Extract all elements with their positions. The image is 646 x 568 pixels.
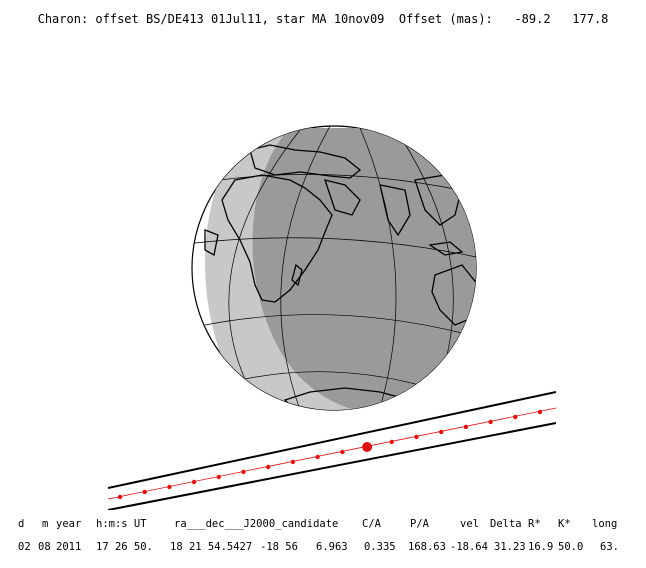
value-year: 2011 [56,541,82,553]
title-offset-label: Offset (mas): [398,12,493,26]
globe-shading [192,126,476,410]
header-year: year [56,518,82,530]
shadow-path [107,391,557,510]
path-dot [117,494,123,500]
table-row: 02 08 2011 17 26 50. 18 21 54.5427 -18 5… [0,541,646,557]
value-delta: 31.23 [494,541,526,553]
header-radec: ra___dec___J2000_candidate [174,518,339,530]
header-long: long [592,518,618,530]
header-r: R* [528,518,541,530]
night-region [252,128,476,410]
path-dot [414,434,419,440]
path-dots [117,409,543,500]
value-vel: -18.64 [450,541,488,553]
value-time: 17 26 50. [96,541,153,553]
value-ra: 18 21 54.5427 [170,541,253,553]
path-dot [463,424,469,430]
occultation-map [107,125,557,510]
coastlines [204,144,476,410]
path-centerline [107,407,557,500]
path-dot [488,419,493,425]
closest-approach-dot [362,442,373,452]
header-d: d [18,518,25,530]
path-dot [216,474,221,480]
value-long: 63. [600,541,619,553]
title-offset-x: -89.2 [514,12,551,26]
path-dot [266,464,271,470]
value-m: 08 [38,541,51,553]
path-dot [290,459,296,465]
plot-title: Charon: offset BS/DE413 01Jul11, star MA… [0,12,646,26]
header-m: m [42,518,49,530]
path-south-limit [107,422,557,510]
path-dot [537,409,543,415]
path-dot [439,429,444,435]
title-offset-y: 177.8 [572,12,609,26]
header-pa: P/A [410,518,429,530]
path-dot [167,484,172,490]
value-ca: 0.335 [364,541,396,553]
path-north-limit [107,391,557,489]
path-dot [513,414,518,420]
table-header: d m year h:m:s UT ra___dec___J2000_candi… [0,518,646,534]
header-vel: vel [460,518,479,530]
header-k: K* [558,518,571,530]
value-k: 50.0 [558,541,584,553]
graticule [192,126,476,410]
title-object: Charon: offset BS/DE413 01Jul11, star MA… [37,12,385,26]
value-dec: -18 56 [260,541,298,553]
value-pa: 168.63 [408,541,446,553]
path-dot [315,454,320,460]
path-dot [191,479,197,485]
path-dot [340,449,345,455]
path-dot [142,489,147,495]
value-mag: 6.963 [316,541,348,553]
path-dot [241,469,246,475]
header-delta: Delta [490,518,522,530]
path-dot [389,439,394,445]
value-d: 02 [18,541,31,553]
header-time: h:m:s UT [96,518,147,530]
header-ca: C/A [362,518,381,530]
value-r: 16.9 [528,541,554,553]
